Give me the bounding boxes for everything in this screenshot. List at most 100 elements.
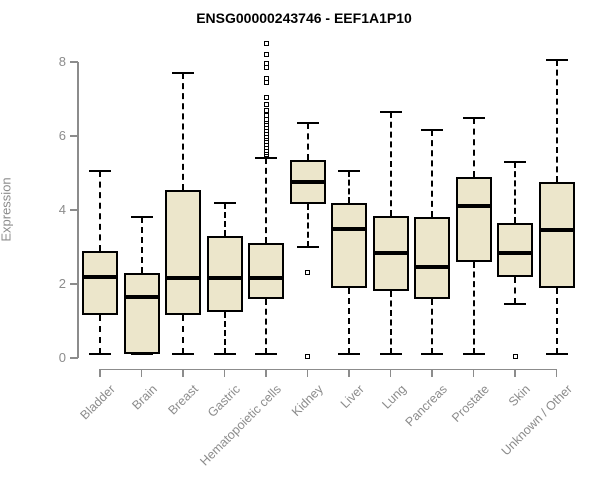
box-bladder [82, 250, 118, 316]
lower-whisker-cap-gastric [213, 353, 236, 356]
upper-whisker-cap-prostate [462, 116, 485, 119]
median-lung [372, 250, 409, 255]
upper-whisker-kidney [306, 123, 309, 161]
upper-whisker-cap-liver [338, 170, 360, 173]
y-tick-label: 6 [58, 128, 66, 143]
upper-whisker-cap-brain [130, 216, 153, 219]
x-axis-tick [348, 368, 350, 377]
lower-whisker-cap-brain [130, 353, 153, 356]
median-brain [123, 294, 160, 299]
lower-whisker-liver [348, 287, 350, 355]
lower-whisker-pancreas [431, 298, 433, 355]
x-axis-tick [555, 368, 558, 377]
outlier-point-hematopoietic-cells [263, 94, 269, 100]
lower-whisker-cap-unknown-other [545, 353, 568, 356]
lower-whisker-skin [514, 276, 516, 305]
outlier-point-hematopoietic-cells [263, 61, 269, 67]
x-axis-line [99, 368, 558, 370]
upper-whisker-cap-skin [504, 160, 526, 163]
y-tick-label: 8 [58, 54, 66, 69]
x-axis-tick [99, 368, 101, 377]
outlier-point-hematopoietic-cells [263, 107, 269, 113]
upper-whisker-pancreas [431, 130, 433, 218]
outlier-point-hematopoietic-cells [263, 102, 269, 108]
lower-whisker-hematopoietic-cells [265, 298, 267, 355]
outlier-point-hematopoietic-cells [263, 41, 269, 46]
lower-whisker-cap-kidney [296, 246, 319, 248]
y-axis-tick [70, 357, 78, 359]
lower-whisker-kidney [306, 204, 309, 247]
upper-whisker-liver [348, 171, 350, 203]
lower-whisker-cap-breast [172, 353, 194, 356]
y-axis-tick [70, 61, 78, 63]
x-axis-tick [306, 368, 309, 377]
outlier-point-skin [512, 353, 518, 359]
median-liver [331, 226, 367, 231]
y-axis-tick [70, 209, 78, 211]
lower-whisker-cap-pancreas [421, 353, 443, 356]
y-axis-tick [70, 135, 78, 137]
median-gastric [206, 276, 243, 281]
median-skin [497, 250, 533, 255]
upper-whisker-prostate [472, 117, 475, 177]
x-axis-tick [182, 368, 184, 377]
lower-whisker-bladder [99, 315, 101, 355]
upper-whisker-skin [514, 161, 516, 223]
lower-whisker-cap-lung [379, 353, 402, 356]
upper-whisker-cap-breast [172, 72, 194, 75]
upper-whisker-cap-bladder [89, 170, 111, 173]
y-axis-label: Expression [0, 177, 14, 242]
lower-whisker-cap-prostate [462, 353, 485, 356]
median-unknown-other [538, 228, 575, 233]
outlier-point-hematopoietic-cells [263, 76, 269, 82]
y-tick-label: 4 [58, 202, 66, 217]
median-prostate [455, 204, 492, 209]
upper-whisker-cap-pancreas [421, 129, 443, 132]
median-breast [165, 276, 201, 281]
upper-whisker-cap-gastric [213, 201, 236, 204]
median-pancreas [414, 265, 450, 270]
lower-whisker-lung [389, 291, 392, 355]
upper-whisker-lung [389, 111, 392, 216]
box-skin [497, 222, 533, 277]
lower-whisker-prostate [472, 261, 475, 355]
upper-whisker-gastric [223, 202, 226, 236]
upper-whisker-cap-lung [379, 110, 402, 113]
lower-whisker-breast [182, 315, 184, 355]
upper-whisker-cap-hematopoietic-cells [255, 157, 277, 160]
lower-whisker-unknown-other [555, 287, 558, 355]
box-prostate [455, 176, 492, 262]
median-hematopoietic-cells [248, 276, 284, 281]
box-breast [165, 189, 201, 316]
x-axis-tick [514, 368, 516, 377]
median-bladder [82, 274, 118, 279]
x-axis-tick [472, 368, 475, 377]
outlier-point-hematopoietic-cells [263, 113, 269, 119]
upper-whisker-breast [182, 73, 184, 190]
upper-whisker-hematopoietic-cells [265, 158, 267, 244]
box-unknown-other [538, 182, 575, 288]
upper-whisker-unknown-other [555, 60, 558, 183]
y-axis-tick [70, 283, 78, 285]
upper-whisker-cap-unknown-other [545, 59, 568, 62]
outlier-point-kidney [305, 270, 310, 276]
box-pancreas [414, 217, 450, 299]
lower-whisker-cap-bladder [89, 353, 111, 356]
box-brain [123, 272, 160, 355]
upper-whisker-brain [140, 217, 143, 273]
box-liver [331, 202, 367, 288]
outlier-point-kidney [305, 353, 310, 359]
box-hematopoietic-cells [248, 243, 284, 299]
median-kidney [289, 180, 326, 185]
lower-whisker-gastric [223, 311, 226, 355]
y-tick-label: 0 [58, 350, 66, 365]
x-axis-tick [431, 368, 433, 377]
x-axis-tick [140, 368, 143, 377]
outlier-point-hematopoietic-cells [263, 52, 269, 58]
y-tick-label: 2 [58, 276, 66, 291]
chart-title: ENSG00000243746 - EEF1A1P10 [196, 10, 412, 26]
lower-whisker-cap-skin [504, 303, 526, 306]
lower-whisker-cap-liver [338, 353, 360, 356]
x-axis-tick [265, 368, 267, 377]
